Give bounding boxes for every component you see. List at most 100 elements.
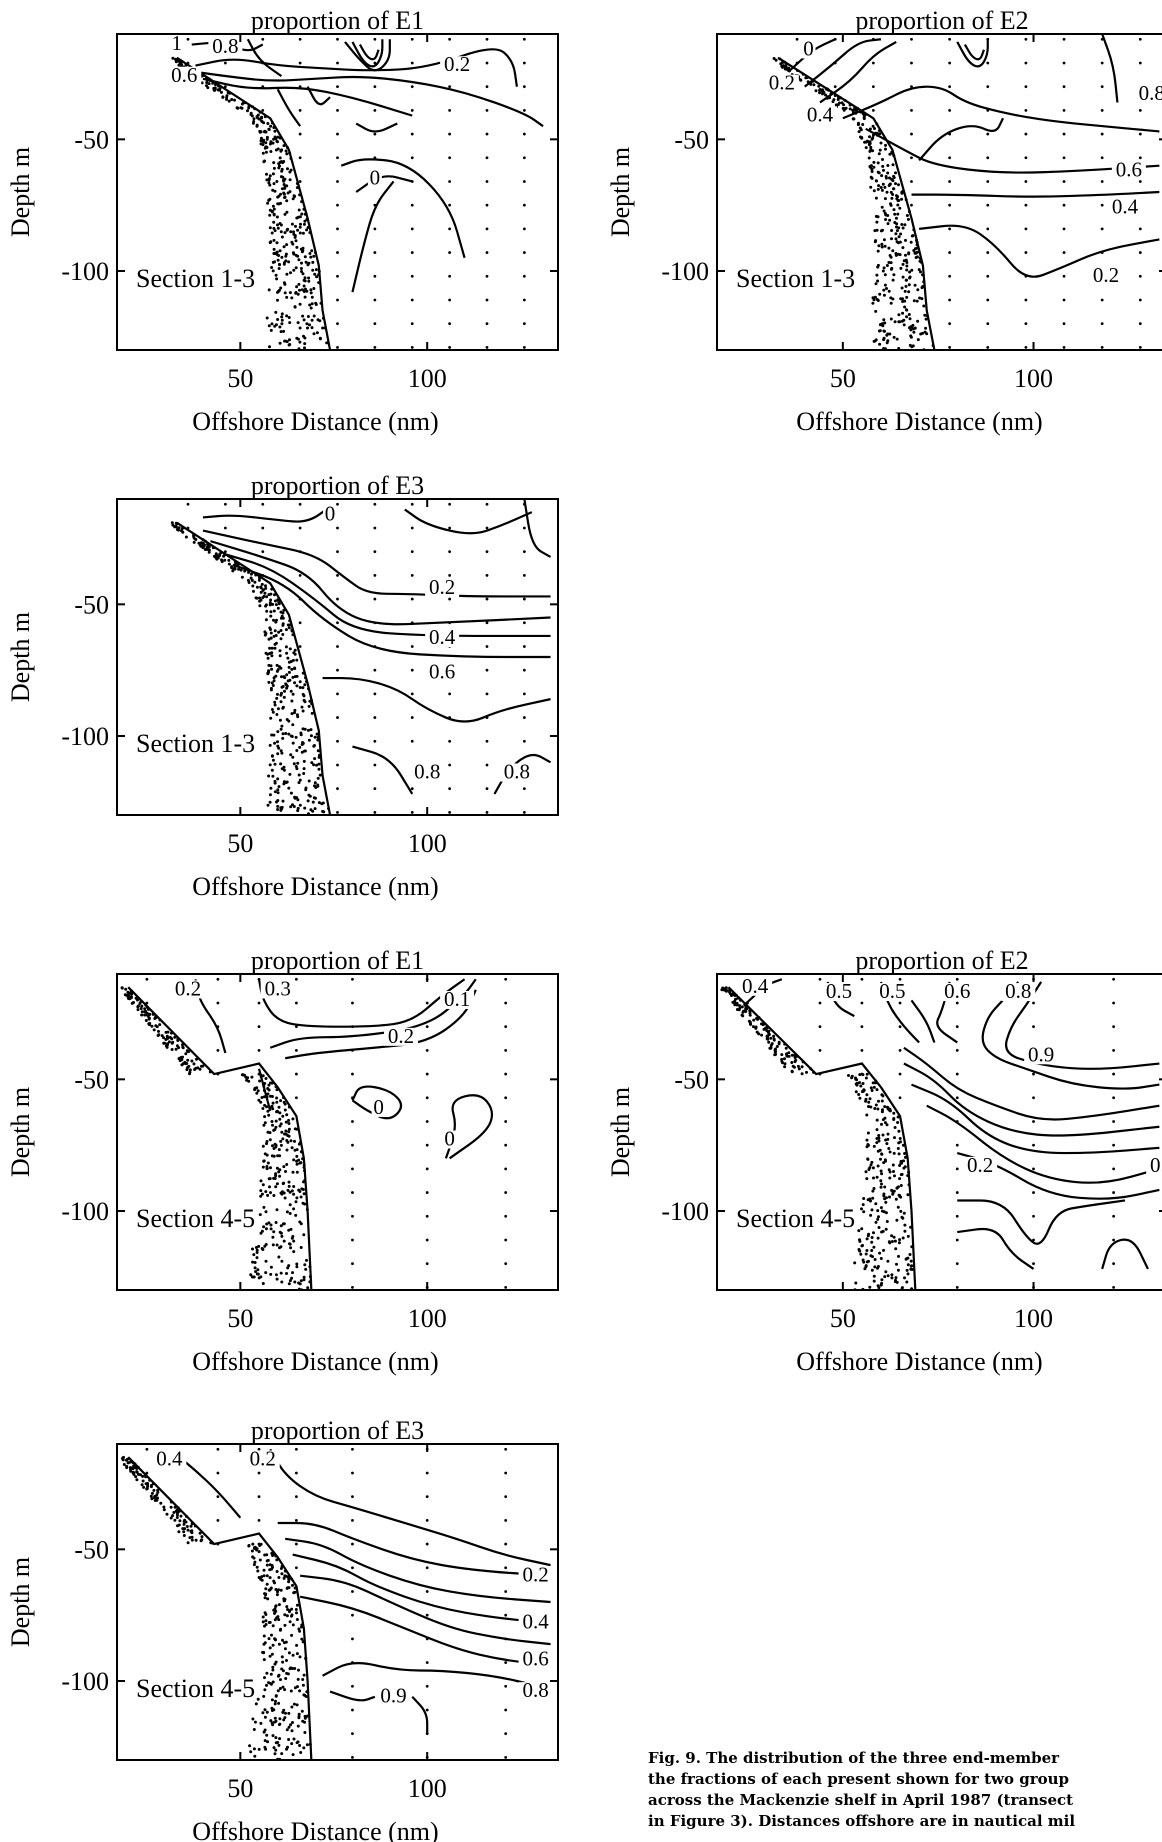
contour-line [322,1661,540,1688]
contour-label: 0.8 [1139,81,1162,105]
y-tick-label: -100 [61,1197,109,1226]
contour-line [910,999,936,1043]
contour-label: 0 [444,1127,455,1151]
seafloor-stipple [170,521,330,815]
contour-line [956,39,989,68]
y-axis-label: Depth m [606,1087,635,1177]
contour-line [202,506,331,523]
seafloor-line [727,986,917,1290]
contour-line [788,38,836,72]
contour-line [351,39,384,68]
contour-line [187,69,544,128]
y-axis-label: Depth m [6,1087,35,1177]
contour-label: 0.5 [826,979,852,1003]
contour-line [351,1085,403,1120]
contour-label: 0.2 [444,52,470,76]
chart-panel-2: 0 0.2 0.4 0.8 0.6 0.4 0.2 proportion of E2 Secti… [606,6,1162,436]
contour-line [355,122,398,133]
contour-line [957,1199,1126,1245]
contour-label: 0.4 [1112,194,1139,218]
station-dots [145,1447,508,1759]
chart-title: proportion of E2 [855,946,1028,975]
y-tick-label: -50 [74,1065,109,1094]
contour-label: 0.6 [171,63,197,87]
contour-label: 0.1 [444,987,470,1011]
plot-frame [716,973,1162,1291]
contour-label: 0.8 [522,1678,548,1702]
contour-label: 1 [172,31,183,55]
plot-frame [116,33,559,351]
contour-label: 0.9 [380,1683,406,1707]
contour-line [411,1696,429,1734]
contour-line [404,508,533,535]
station-dots [795,37,1142,349]
contour-line [299,1595,551,1667]
contour-line [195,48,518,87]
contour-line [299,1574,551,1646]
seafloor-stipple [120,1455,312,1760]
contour-line [1101,34,1119,103]
station-dots [186,37,526,349]
seafloor-stipple [772,57,935,350]
contour-line [918,224,1160,278]
contour-line [210,540,551,626]
contour-label: 0.4 [522,1610,549,1634]
contour-label: 0.4 [156,1446,183,1470]
x-tick-label: 50 [830,1304,856,1333]
contour-line [276,88,302,127]
contour-line [257,1068,272,1112]
section-label: Section 1-3 [136,264,255,293]
contour-line [277,1521,551,1577]
contour-label: 0.4 [742,974,769,998]
contour-line [1101,1238,1149,1270]
chart-panel-4: 0.2 0.3 0.1 0.2 0 0 proportion of E1 Section 4-… [6,946,559,1376]
caption-line-3: across the Mackenzie shelf in April 1987… [648,1791,1074,1809]
contour-line [926,1104,1160,1184]
contour-line [903,1046,1160,1121]
contour-label: 0.9 [1028,1042,1054,1066]
chart-panel-6: 0.4 0.2 0.2 0.4 0.6 0.8 0.9 proportion of E3 Sec… [6,1416,559,1842]
contour-line [202,77,413,117]
y-tick-label: -100 [61,722,109,751]
station-dots [145,977,508,1289]
contour-label: 0.2 [1093,263,1119,287]
contour-label: 0.6 [522,1647,548,1671]
caption-line-4: in Figure 3). Distances offshore are in … [648,1812,1076,1830]
contour-line [284,989,477,1060]
y-axis-label: Depth m [6,1557,35,1647]
plot-frame [116,1443,559,1761]
contour-label: 0 [373,1095,384,1119]
section-label: Section 4-5 [136,1674,255,1703]
contour-label: 0 [803,36,814,60]
chart-title: proportion of E1 [251,6,424,35]
plot-area: 0.2 0.3 0.1 0.2 0 0 [120,976,508,1290]
x-tick-label: 50 [227,364,253,393]
contour-label: 0.8 [1005,979,1031,1003]
plot-area: 0 0.2 0.4 0.8 0.6 0.4 0.2 [764,34,1162,350]
y-tick-label: -50 [674,125,709,154]
contour-line [911,190,1160,198]
plot-area: 0 0.2 0.4 0.6 0.8 0.8 [170,499,552,815]
figure-caption: Fig. 9. The distribution of the three en… [648,1748,1162,1832]
contour-label: 0.6 [1116,158,1142,182]
y-tick-label: -100 [61,257,109,286]
contour-label: 0 [325,501,336,525]
plot-area: 0.4 0.5 0.5 0.6 0.8 0.9 0.2 0.4 [720,974,1162,1290]
contour-line [351,180,395,293]
plot-frame [116,973,559,1291]
plot-area: 1 0.8 0.6 0.2 0 [167,31,544,350]
contour-label: 0.2 [388,1024,414,1048]
contour-line [819,40,897,104]
chart-panel-5: 0.4 0.5 0.5 0.6 0.8 0.9 0.2 0.4 proportion of E2… [606,946,1162,1376]
x-tick-label: 100 [408,364,447,393]
y-tick-label: -100 [61,1667,109,1696]
x-axis-label: Offshore Distance (nm) [192,1347,438,1376]
x-axis-label: Offshore Distance (nm) [192,407,438,436]
contour-label: 0.2 [429,575,455,599]
x-tick-label: 50 [830,364,856,393]
contour-label: 0.2 [250,1446,276,1470]
x-tick-label: 100 [1014,1304,1053,1333]
contour-line [322,676,551,723]
chart-title: proportion of E3 [251,471,424,500]
